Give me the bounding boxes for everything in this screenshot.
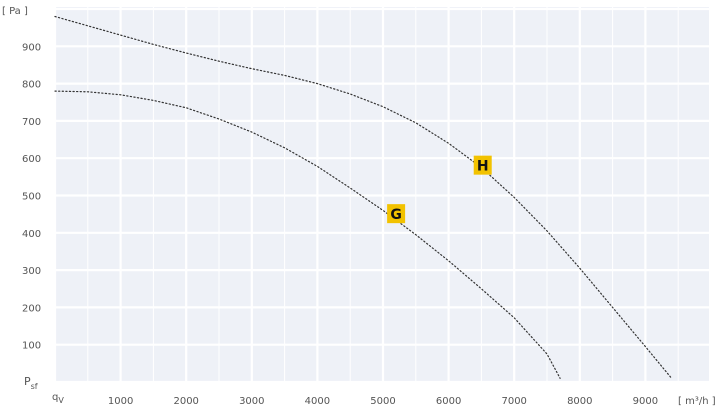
y-tick-label: 200 <box>22 303 41 314</box>
curve-label-G: G <box>390 207 402 223</box>
x-axis-symbol: qV <box>52 392 64 405</box>
y-tick-label: 300 <box>22 266 41 277</box>
x-tick-label: 7000 <box>501 396 526 407</box>
y-tick-label: 100 <box>22 341 41 352</box>
curve-label-box-G <box>387 204 406 224</box>
x-axis-symbol-mark: q <box>52 392 58 403</box>
y-tick-labels: 100 200 300 400 500 600 700 800 900 <box>22 42 41 351</box>
y-axis-unit: [ Pa ] <box>2 6 28 17</box>
y-tick-label: 700 <box>22 117 41 128</box>
x-tick-label: 5000 <box>370 396 395 407</box>
x-tick-label: 3000 <box>239 396 264 407</box>
curve-labels: HG <box>387 155 492 224</box>
y-axis-symbol-mark: P <box>24 375 31 388</box>
y-tick-label: 400 <box>22 229 41 240</box>
y-axis-symbol: Psf <box>24 375 38 391</box>
x-tick-label: 2000 <box>173 396 198 407</box>
series-line-H <box>54 15 673 379</box>
curve-label-box-H <box>473 155 492 175</box>
y-tick-label: 800 <box>22 80 41 91</box>
x-axis-symbol-sub: V <box>58 396 64 405</box>
curve-label-H: H <box>477 159 489 175</box>
curves <box>54 15 673 379</box>
x-tick-labels: 1000 2000 3000 4000 5000 6000 7000 8000 9000 <box>108 396 658 407</box>
x-tick-label: 4000 <box>305 396 330 407</box>
y-axis-symbol-sub: sf <box>31 382 38 391</box>
x-tick-label: 6000 <box>436 396 461 407</box>
y-tick-label: 500 <box>22 192 41 203</box>
y-tick-label: 600 <box>22 154 41 165</box>
x-tick-label: 9000 <box>633 396 658 407</box>
y-tick-label: 900 <box>22 42 41 53</box>
grid <box>53 7 709 384</box>
series-line-G <box>54 90 561 379</box>
x-axis-unit: [ m³/h ] <box>678 396 716 407</box>
x-tick-label: 1000 <box>108 396 133 407</box>
x-tick-label: 8000 <box>567 396 592 407</box>
